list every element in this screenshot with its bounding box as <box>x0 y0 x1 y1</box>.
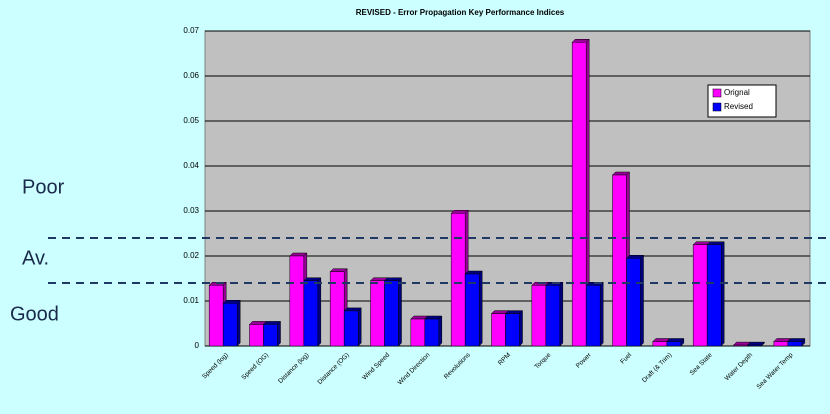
y-tick-label: 0.01 <box>183 296 199 305</box>
x-tick-label: Wind Speed <box>361 351 391 381</box>
bar <box>303 280 319 347</box>
bar-top <box>329 268 348 272</box>
bar-side <box>236 299 241 347</box>
bar <box>450 213 466 347</box>
bar-top <box>504 310 524 314</box>
bar-top <box>571 39 590 43</box>
bar-side <box>519 309 523 347</box>
x-tick-label: RPM <box>497 352 512 367</box>
x-tick-label: Torque <box>533 351 552 370</box>
bar-top <box>706 241 725 245</box>
bar-top <box>625 255 645 259</box>
bar <box>384 280 399 347</box>
legend-swatch <box>712 102 722 112</box>
bar <box>263 324 278 347</box>
bar <box>787 341 803 347</box>
bar-top <box>303 277 322 281</box>
bar-top <box>343 307 362 312</box>
bar-side <box>357 307 362 347</box>
bar-side <box>559 281 564 347</box>
bar <box>652 341 668 347</box>
legend: Orignal Revised <box>707 84 777 118</box>
bar-side <box>398 277 402 347</box>
bar <box>208 285 224 347</box>
bar <box>773 341 789 347</box>
bar <box>370 280 385 347</box>
x-tick-label: Speed (OG) <box>240 352 270 382</box>
bar-top <box>746 341 766 346</box>
bar-top <box>289 252 308 257</box>
x-tick-label: Draft (& Trim) <box>641 352 674 385</box>
x-tick-label: Speed (log) <box>201 352 230 381</box>
x-tick-label: Sea State <box>689 351 714 376</box>
bar <box>505 313 520 347</box>
y-tick-label: 0.05 <box>183 116 199 125</box>
y-tick-label: 0.04 <box>183 161 199 170</box>
y-tick-label: 0.07 <box>183 26 199 35</box>
bar <box>692 244 708 347</box>
bar <box>545 285 561 347</box>
bar <box>289 255 305 347</box>
x-tick-label: Water Depth <box>724 351 755 382</box>
y-tick-label: 0.06 <box>183 71 199 80</box>
bar <box>612 174 627 347</box>
x-tick-label: Distance (OG) <box>316 352 350 386</box>
bar <box>571 42 587 347</box>
bar-side <box>478 270 483 347</box>
bar <box>464 273 480 347</box>
bar <box>410 318 426 347</box>
legend-label: Revised <box>724 102 753 111</box>
legend-label: Orignal <box>724 88 750 97</box>
x-tick-label: Revolutions <box>443 351 472 380</box>
annotation: Poor <box>22 176 65 198</box>
bar-top <box>666 338 685 342</box>
bar <box>733 344 748 347</box>
bar-top <box>611 171 631 176</box>
bar <box>249 324 264 347</box>
bar-top <box>787 338 806 342</box>
bar <box>666 341 682 347</box>
bar-side <box>599 281 604 347</box>
chart-title: REVISED - Error Propagation Key Performa… <box>356 8 565 17</box>
annotation: Av. <box>22 247 49 269</box>
marks <box>205 30 810 347</box>
x-tick-label: Distance (log) <box>277 352 310 385</box>
x-tick-label: Sea Water Temp <box>756 351 795 390</box>
bar <box>329 271 345 347</box>
bar-side <box>277 320 281 347</box>
bar <box>424 318 440 347</box>
y-tick-label: 0.03 <box>183 206 199 215</box>
bar <box>491 313 506 347</box>
bar-top <box>424 315 443 320</box>
bar <box>706 244 722 347</box>
legend-swatch <box>712 88 722 98</box>
bar-top <box>464 270 483 275</box>
bar <box>343 310 359 347</box>
bar <box>747 344 762 347</box>
bar-side <box>640 254 644 347</box>
x-tick-label: Fuel <box>619 351 633 365</box>
bar <box>626 258 641 347</box>
x-tick-label: Wind Direction <box>397 351 432 386</box>
x-tick-label: Power <box>575 351 594 370</box>
bar-side <box>317 277 322 347</box>
bar <box>531 285 547 347</box>
bar-top <box>222 300 241 304</box>
y-tick-label: 0 <box>195 341 200 350</box>
bar-top <box>450 210 469 214</box>
bar-top <box>262 321 282 325</box>
y-tick-label: 0.02 <box>183 251 199 260</box>
bar-side <box>720 241 725 347</box>
bar-top <box>383 277 403 281</box>
bar-side <box>438 315 443 347</box>
bar <box>585 285 601 347</box>
bar <box>222 303 238 347</box>
annotation: Good <box>10 303 59 325</box>
